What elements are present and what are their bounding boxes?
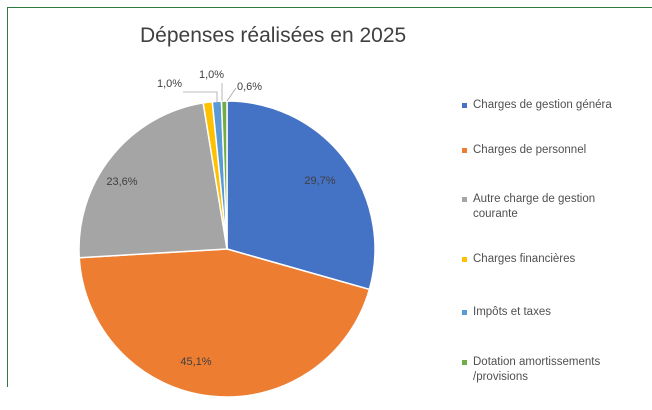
legend-label: Impôts et taxes [473,306,551,318]
legend-swatch [462,148,467,153]
legend-entry: Charges de personnel [462,143,586,158]
legend-swatch [462,103,467,108]
slice-data-label: 1,0% [157,78,182,90]
legend-entry: Charges de gestion généra [462,98,612,113]
legend-swatch [462,257,467,262]
chart-legend: Charges de gestion généra Charges de pers… [462,98,652,398]
legend-entry: Charges financières [462,252,575,267]
leader-line [183,91,218,102]
pie-slice [226,100,376,291]
slice-data-label: 45,1% [180,356,211,368]
slice-data-label: 23,6% [106,176,137,188]
legend-label: Autre charge de gestion courante [473,193,596,220]
legend-entry: Dotation amortissements /provisions [462,355,600,385]
legend-entry: Autre charge de gestion courante [462,192,595,222]
chart-frame [7,7,652,387]
legend-entry: Impôts et taxes [462,305,551,320]
chart-title: Dépenses réalisées en 2025 [140,24,407,47]
slice-data-label: 29,7% [304,175,335,187]
pie-slice [78,248,371,398]
legend-swatch [462,310,467,315]
legend-swatch [462,197,467,202]
legend-label: Dotation amortissements /provisions [473,356,601,383]
legend-label: Charges de gestion généra [473,99,612,111]
legend-label: Charges financières [473,253,576,265]
slice-data-label: 1,0% [199,69,224,81]
legend-label: Charges de personnel [473,144,587,156]
leader-line [226,87,237,102]
slice-data-label: 0,6% [237,81,262,93]
pie-slice [78,102,228,259]
legend-swatch [462,360,467,365]
pie-slice [220,100,228,250]
